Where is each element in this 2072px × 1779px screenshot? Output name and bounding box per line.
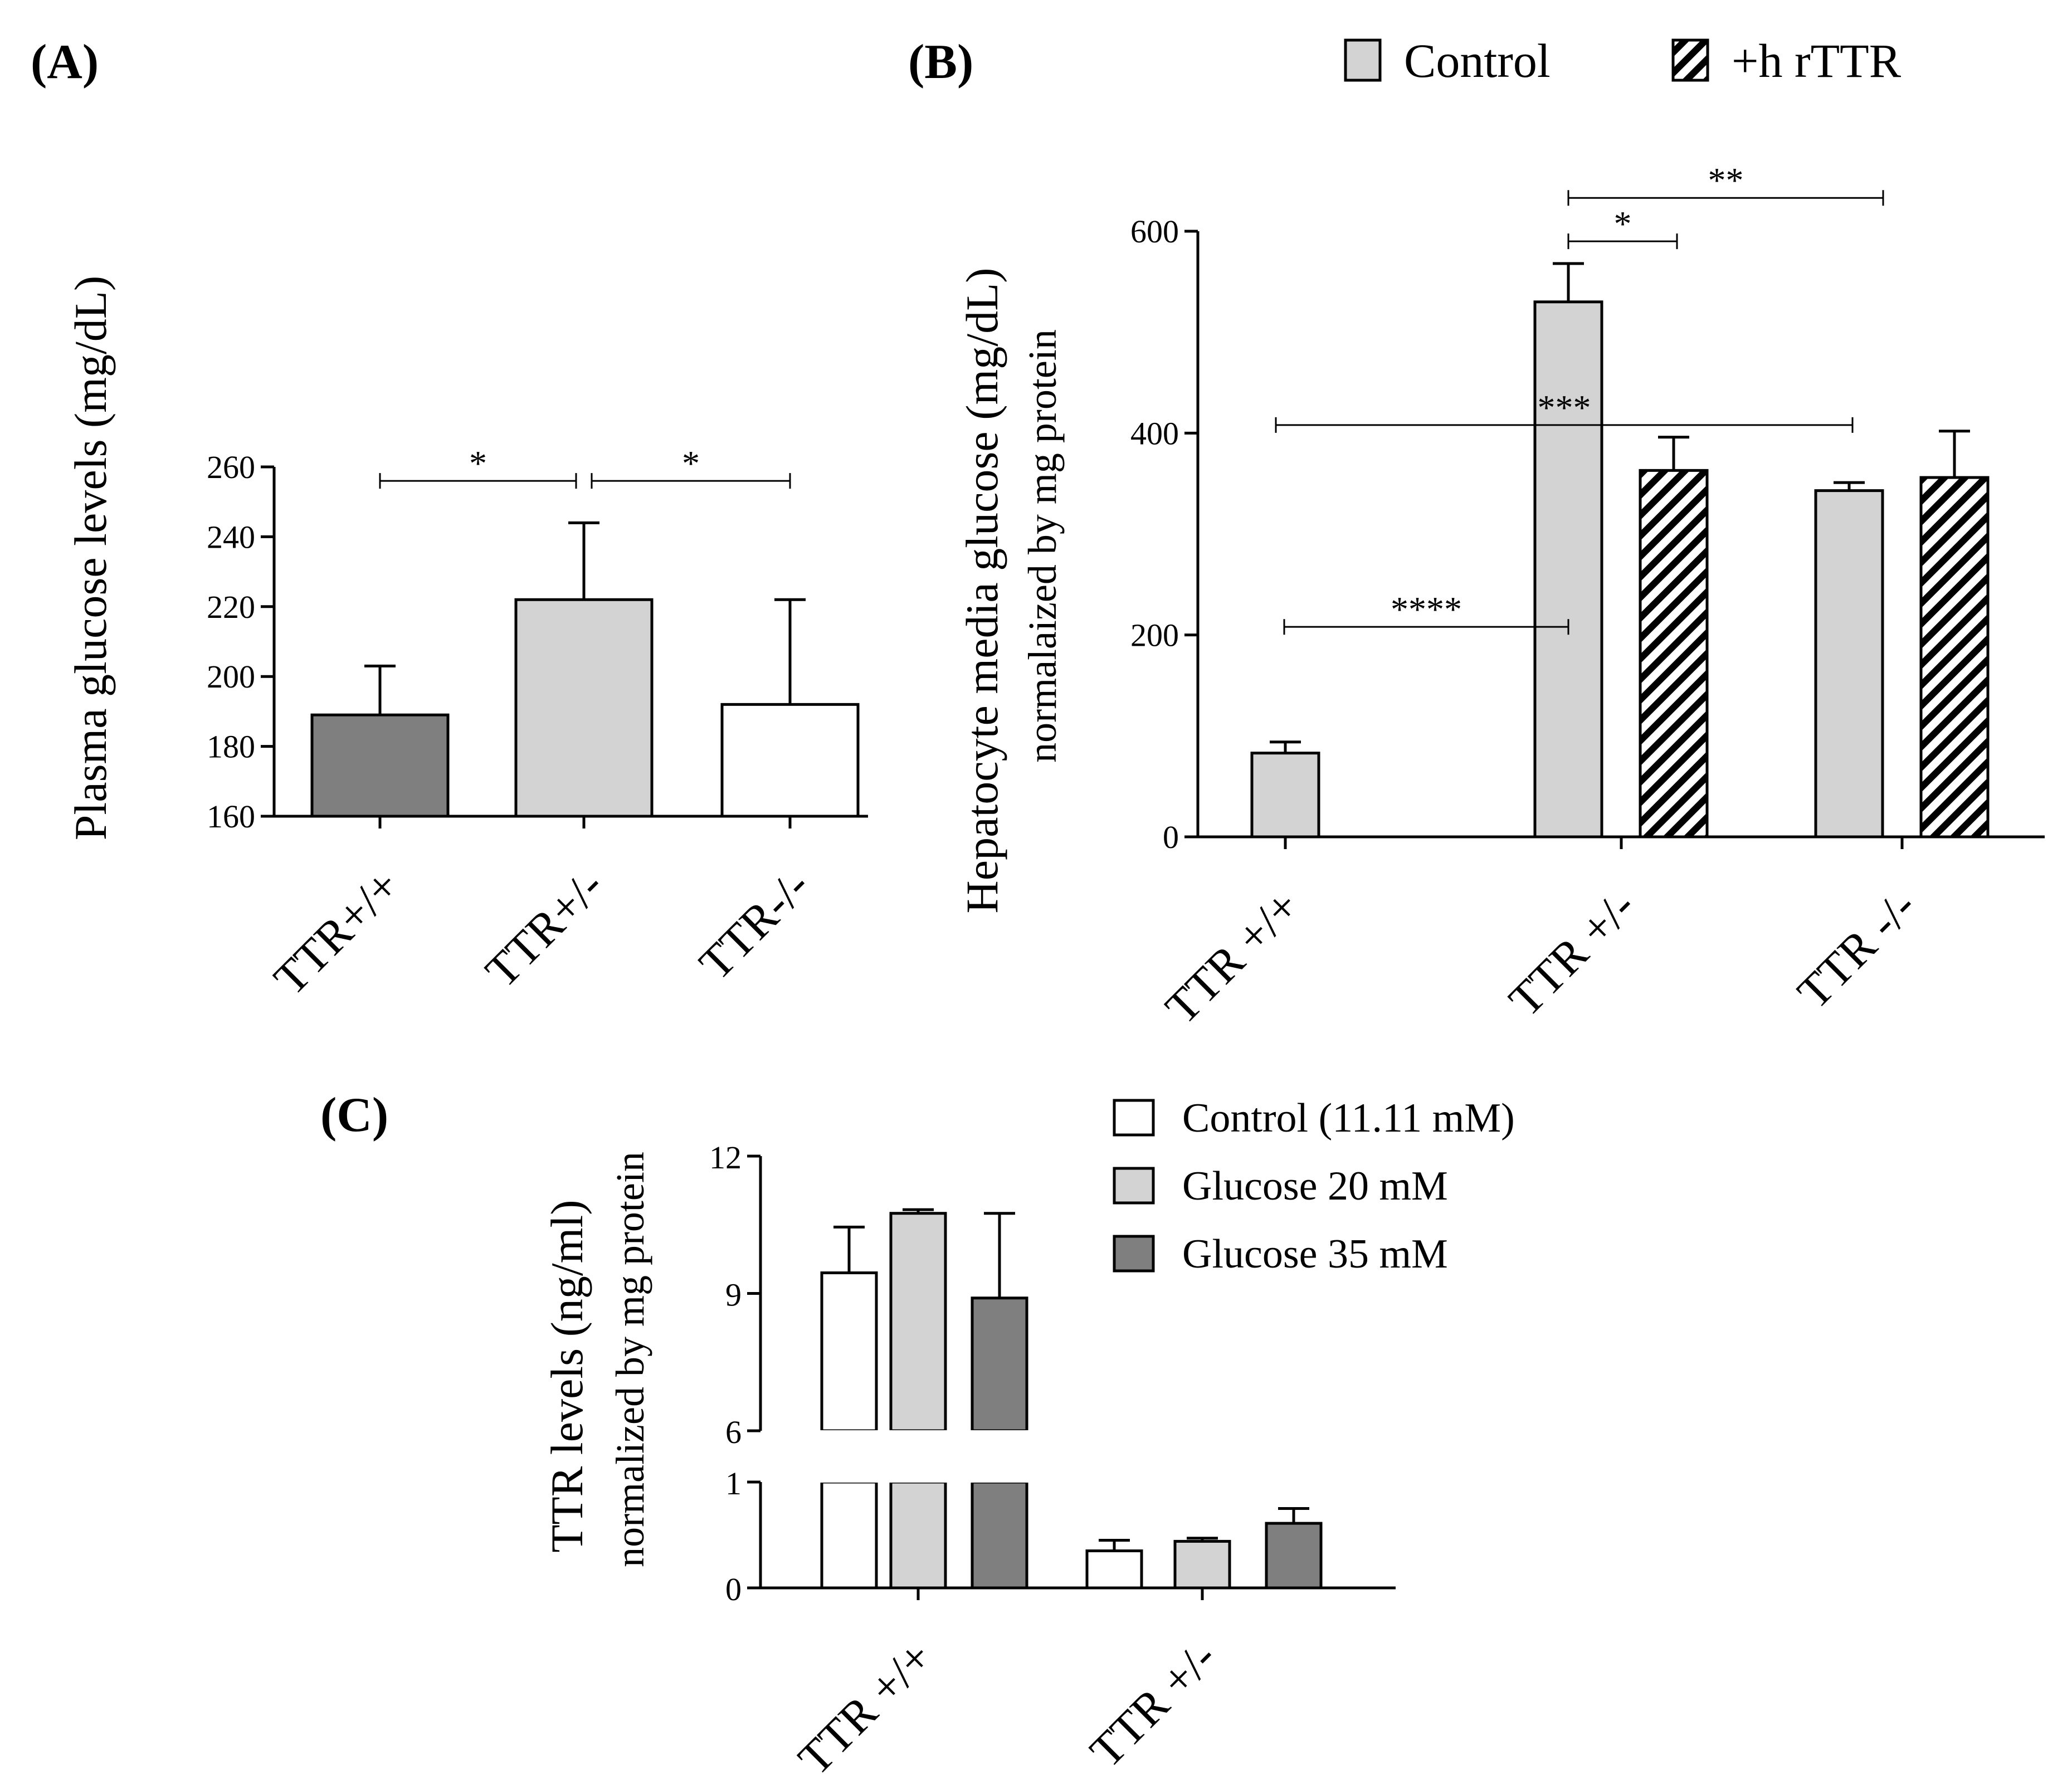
bar-upper xyxy=(820,1271,878,1432)
legend-label: Glucose 35 mM xyxy=(1182,1231,1448,1277)
panel-c-chart: (C) Control (11.11 mM) Glucose 20 mM Glucos… xyxy=(320,1088,1515,1779)
bar xyxy=(310,713,450,818)
x-tick-label: TTR -/- xyxy=(1788,880,1927,1019)
y-axis-title: Plasma glucose levels (mg/dL) xyxy=(65,276,116,840)
y-axis-title-line2: normalized by mg protein xyxy=(608,1152,652,1567)
bar xyxy=(720,703,860,818)
legend-swatch xyxy=(1344,38,1382,82)
x-tick-label: TTR+/- xyxy=(476,860,614,998)
bar-lower xyxy=(971,1480,1028,1590)
bar-break-mask xyxy=(820,1478,879,1483)
bar-break-mask xyxy=(820,1430,879,1435)
y-tick-label: 180 xyxy=(207,729,255,765)
significance-bracket-label: * xyxy=(469,443,487,483)
x-tick-label: TTR +/+ xyxy=(1156,880,1309,1034)
x-tick-label: TTR +/- xyxy=(1080,1631,1227,1778)
panel-a-chart: (A) 160 180 200 220 240 260 Plasma glucose leve… xyxy=(31,35,868,1005)
y-tick-label: 200 xyxy=(1130,617,1179,654)
significance-bracket-label: *** xyxy=(1538,388,1591,427)
legend-swatch xyxy=(1113,1235,1155,1273)
y-tick-label: 1 xyxy=(725,1465,742,1502)
bar-rttr xyxy=(1919,476,1990,839)
significance-bracket-label: * xyxy=(1614,204,1632,243)
y-axis-title-line2: normalaized by mg protein xyxy=(1020,329,1065,763)
x-tick-label: TTR +/- xyxy=(1499,880,1646,1027)
y-tick-label: 6 xyxy=(725,1414,742,1450)
legend-swatch xyxy=(1671,38,1709,82)
panel-label: (A) xyxy=(31,35,99,89)
legend-label: Glucose 20 mM xyxy=(1182,1163,1448,1209)
y-tick-label: 160 xyxy=(207,798,255,835)
x-tick-label: TTR-/- xyxy=(689,860,820,990)
bar xyxy=(1085,1549,1143,1590)
bar-break-mask xyxy=(889,1478,948,1483)
significance-bracket-label: **** xyxy=(1391,589,1462,629)
y-tick-label: 200 xyxy=(207,659,255,695)
bar-upper xyxy=(971,1297,1028,1432)
y-tick-label: 12 xyxy=(709,1139,742,1176)
panel-b-chart: (B) Control +h rTTR 0 200 400 600 Hepatocyte me… xyxy=(908,34,2045,1034)
panel-label: (B) xyxy=(908,35,973,89)
y-tick-label: 260 xyxy=(207,449,255,485)
y-tick-label: 0 xyxy=(1163,819,1179,855)
x-tick-label: TTR+/+ xyxy=(264,860,409,1005)
bar xyxy=(1265,1522,1323,1590)
y-tick-label: 0 xyxy=(725,1571,742,1607)
y-tick-label: 240 xyxy=(207,519,255,555)
bar-break-mask xyxy=(970,1478,1029,1483)
bar-rttr xyxy=(1639,469,1709,839)
bar xyxy=(514,598,654,818)
y-axis-title: Hepatocyte media glucose (mg/dL) xyxy=(957,268,1007,914)
x-tick-label: TTR +/+ xyxy=(788,1631,942,1779)
bar-lower xyxy=(820,1480,878,1590)
significance-bracket-label: * xyxy=(682,443,700,483)
bar xyxy=(1173,1539,1231,1590)
bar-break-mask xyxy=(889,1430,948,1435)
significance-bracket-label: ** xyxy=(1708,160,1744,200)
legend-label: Control xyxy=(1404,34,1551,87)
legend-swatch xyxy=(1113,1167,1155,1205)
y-tick-label: 600 xyxy=(1130,213,1179,250)
legend-label: +h rTTR xyxy=(1732,34,1902,87)
bar-break-mask xyxy=(970,1430,1029,1435)
y-axis-title: TTR levels (ng/ml) xyxy=(542,1200,592,1552)
bar-control xyxy=(1814,489,1884,839)
panel-label: (C) xyxy=(320,1088,388,1142)
legend-label: Control (11.11 mM) xyxy=(1182,1095,1515,1141)
bar-lower xyxy=(889,1480,947,1590)
legend-swatch xyxy=(1113,1099,1155,1137)
y-tick-label: 9 xyxy=(725,1277,742,1313)
bar-upper xyxy=(889,1212,947,1432)
bar-control xyxy=(1533,300,1603,839)
y-tick-label: 400 xyxy=(1130,415,1179,451)
bar-control xyxy=(1250,752,1320,839)
y-tick-label: 220 xyxy=(207,589,255,625)
